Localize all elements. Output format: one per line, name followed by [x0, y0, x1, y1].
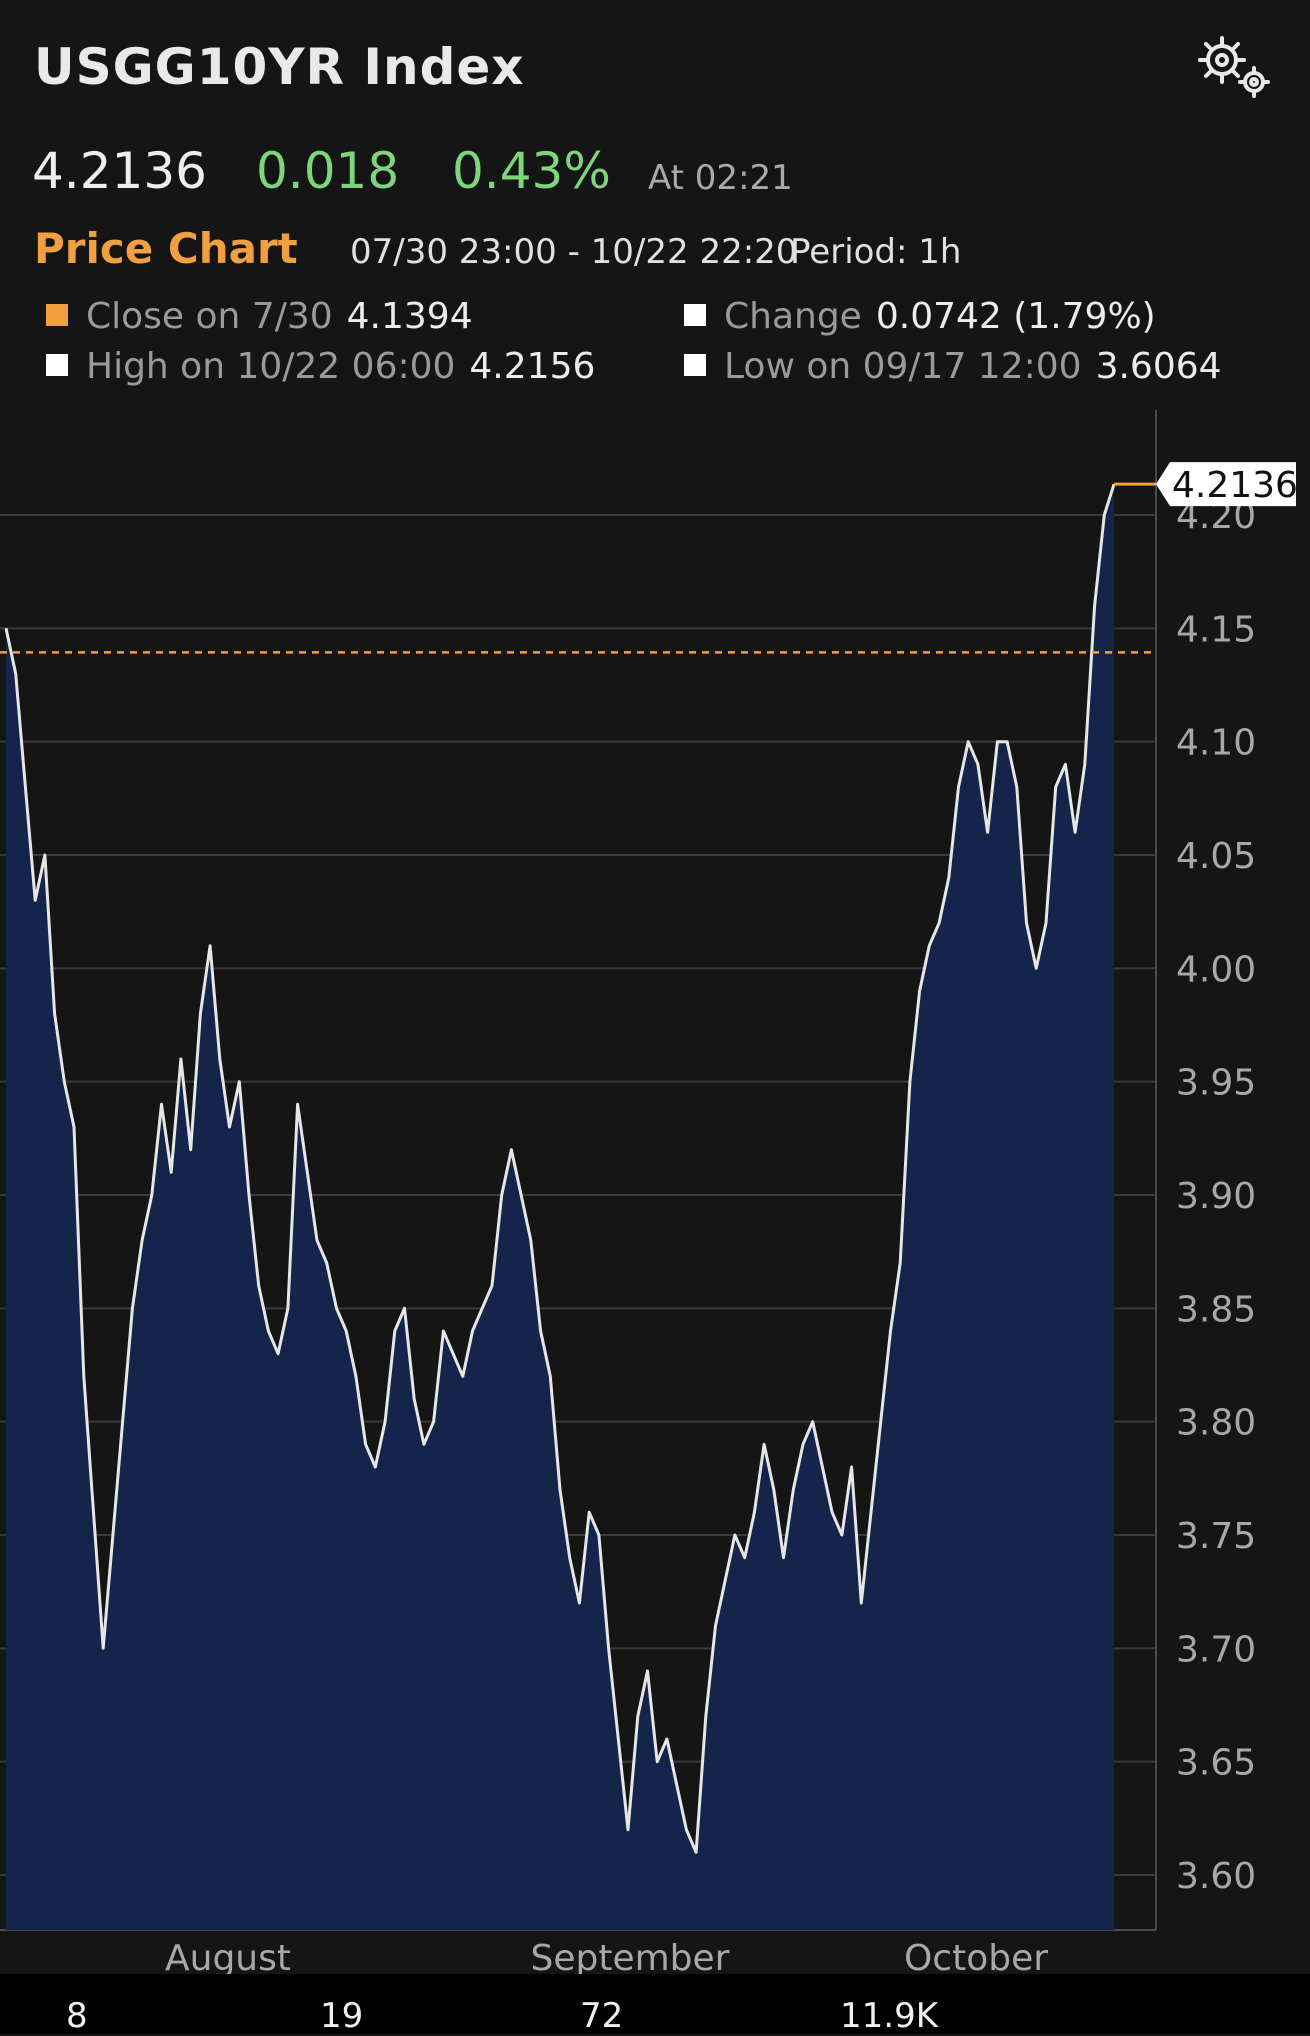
x-tick-label: September — [531, 1938, 730, 1974]
percent-change: 0.43% — [452, 142, 611, 200]
bottom-action-bar: 8 19 72 11.9K — [0, 1974, 1310, 2036]
y-tick-label: 4.15 — [1176, 609, 1256, 650]
y-tick-label: 3.75 — [1176, 1516, 1256, 1557]
y-tick-label: 3.65 — [1176, 1743, 1256, 1784]
change-legend-square — [684, 304, 706, 326]
last-value-tag — [1156, 462, 1296, 507]
last-value-label: 4.2136 — [1172, 465, 1298, 506]
price-chart[interactable]: 4.204.154.104.054.003.953.903.853.803.75… — [0, 400, 1310, 1974]
change-value: 0.0742 (1.79%) — [875, 296, 1156, 337]
like-count[interactable]: 72 — [580, 1996, 624, 2036]
change-label: Change — [724, 296, 862, 337]
y-tick-label: 4.10 — [1176, 723, 1256, 764]
y-tick-label: 4.00 — [1176, 949, 1256, 990]
y-tick-label: 3.80 — [1176, 1403, 1256, 1444]
index-title: USGG10YR Index — [34, 38, 525, 96]
y-tick-label: 4.05 — [1176, 836, 1256, 877]
high-legend-square — [46, 354, 68, 376]
last-price: 4.2136 — [32, 142, 207, 200]
close-stat: Close on 7/30 4.1394 — [46, 296, 473, 337]
low-value: 3.6064 — [1095, 346, 1222, 387]
price-chart-tab[interactable]: Price Chart — [34, 224, 298, 273]
y-tick-label: 3.95 — [1176, 1063, 1256, 1104]
close-legend-square — [46, 304, 68, 326]
high-label: High on 10/22 06:00 — [86, 346, 456, 387]
y-tick-label: 3.90 — [1176, 1176, 1256, 1217]
net-change: 0.018 — [256, 142, 400, 200]
low-label: Low on 09/17 12:00 — [724, 346, 1082, 387]
view-count[interactable]: 11.9K — [840, 1996, 938, 2036]
close-label: Close on 7/30 — [86, 296, 333, 337]
x-tick-label: August — [165, 1938, 291, 1974]
y-tick-label: 3.60 — [1176, 1856, 1256, 1897]
settings-gear-icon[interactable] — [1192, 30, 1276, 104]
price-line — [4, 483, 1116, 1854]
low-legend-square — [684, 354, 706, 376]
area-fill — [6, 484, 1114, 1931]
date-range[interactable]: 07/30 23:00 - 10/22 22:20 — [350, 232, 798, 272]
high-stat: High on 10/22 06:00 4.2156 — [46, 346, 595, 387]
y-tick-label: 3.70 — [1176, 1629, 1256, 1670]
repost-count[interactable]: 19 — [320, 1996, 364, 2036]
quote-time: At 02:21 — [648, 158, 793, 198]
x-tick-label: October — [904, 1938, 1048, 1974]
period-selector[interactable]: Period: 1h — [790, 232, 962, 272]
low-stat: Low on 09/17 12:00 3.6064 — [684, 346, 1222, 387]
change-stat: Change 0.0742 (1.79%) — [684, 296, 1156, 337]
reply-count[interactable]: 8 — [66, 1996, 88, 2036]
high-value: 4.2156 — [469, 346, 596, 387]
close-value: 4.1394 — [346, 296, 473, 337]
y-tick-label: 3.85 — [1176, 1289, 1256, 1330]
